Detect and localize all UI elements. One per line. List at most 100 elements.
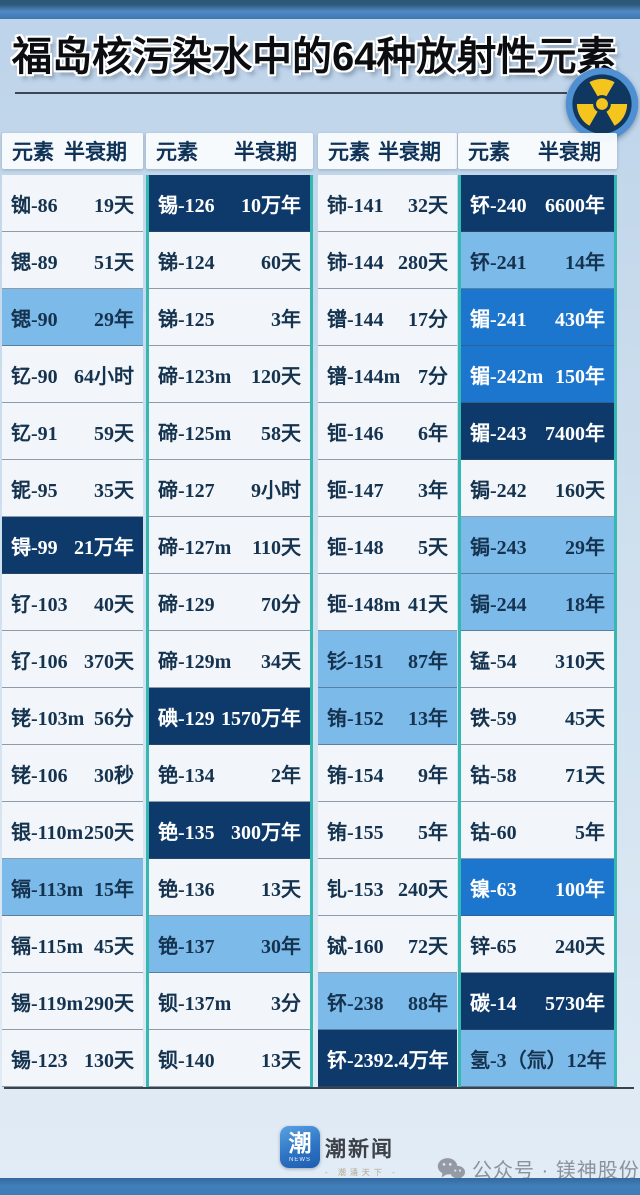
halflife-cell: 160天 <box>555 479 605 502</box>
halflife-cell: 6600年 <box>545 194 605 217</box>
halflife-cell: 64小时 <box>74 365 134 388</box>
brand-slogan: - 潮涌天下 - <box>325 1168 399 1177</box>
table-row: 碲-127 9小时 <box>149 460 310 517</box>
element-cell: 钴-60 <box>470 821 517 844</box>
table-row: 铯-134 2年 <box>149 745 310 802</box>
element-cell: 钐-151 <box>327 650 384 673</box>
table-row: 钷-148 5天 <box>318 517 457 574</box>
table-row: 钡-137m 3分 <box>149 973 310 1030</box>
halflife-cell: 130天 <box>84 1049 134 1072</box>
halflife-cell: 300万年 <box>231 821 301 844</box>
table-row: 钚-240 6600年 <box>461 175 614 232</box>
halflife-cell: 60天 <box>261 251 301 274</box>
table-row: 铕-152 13年 <box>318 688 457 745</box>
table-row: 锌-65 240天 <box>461 916 614 973</box>
halflife-cell: 110天 <box>252 536 301 559</box>
table-row: 钚-239 2.4万年 <box>318 1030 457 1087</box>
table-row: 铯-135 300万年 <box>149 802 310 859</box>
halflife-cell: 280天 <box>398 251 448 274</box>
table-row: 碳-14 5730年 <box>461 973 614 1030</box>
table-row: 钡-140 13天 <box>149 1030 310 1087</box>
element-cell: 钷-148m <box>327 593 401 616</box>
table-row: 钷-148m 41天 <box>318 574 457 631</box>
wechat-icon <box>437 1157 465 1180</box>
table-bottom-line <box>4 1087 634 1089</box>
table-row: 铕-155 5年 <box>318 802 457 859</box>
table-row: 锡-119m 290天 <box>2 973 143 1030</box>
halflife-cell: 3分 <box>271 992 301 1015</box>
table-row: 锔-243 29年 <box>461 517 614 574</box>
table-row: 铈-141 32天 <box>318 175 457 232</box>
table-row: 铕-154 9年 <box>318 745 457 802</box>
logo-subtext: NEWS <box>289 1156 311 1163</box>
halflife-cell: 30年 <box>261 935 301 958</box>
table-row: 锔-242 160天 <box>461 460 614 517</box>
element-cell: 锡-119m <box>11 992 84 1015</box>
element-cell: 钷-148 <box>327 536 384 559</box>
element-cell: 锔-243 <box>470 536 527 559</box>
table-row: 镉-115m 45天 <box>2 916 143 973</box>
table-row: 锝-99 21万年 <box>2 517 143 574</box>
halflife-cell: 88年 <box>408 992 448 1015</box>
table-row: 锶-90 29年 <box>2 289 143 346</box>
element-cell: 铯-136 <box>158 878 215 901</box>
element-cell: 锡-123 <box>11 1049 68 1072</box>
halflife-cell: 10万年 <box>241 194 301 217</box>
logo-character: 潮 <box>288 1130 312 1156</box>
halflife-cell: 41天 <box>408 593 448 616</box>
halflife-cell: 13天 <box>261 878 301 901</box>
element-cell: 铌-95 <box>11 479 58 502</box>
table-column-group: 钚-240 6600年 钚-241 14年 镅-241 430年 镅-242m … <box>458 175 617 1087</box>
header-element-label: 元素 <box>156 141 198 164</box>
table-row: 铌-95 35天 <box>2 460 143 517</box>
table-row: 锑-125 3年 <box>149 289 310 346</box>
element-cell: 镉-115m <box>11 935 84 958</box>
table-row: 镅-242m 150年 <box>461 346 614 403</box>
halflife-cell: 310天 <box>555 650 605 673</box>
element-cell: 锔-242 <box>470 479 527 502</box>
halflife-cell: 56分 <box>94 707 134 730</box>
table-row: 钴-60 5年 <box>461 802 614 859</box>
halflife-cell: 7分 <box>418 365 448 388</box>
element-cell: 铈-144 <box>327 251 384 274</box>
halflife-cell: 240天 <box>555 935 605 958</box>
table-row: 镅-241 430年 <box>461 289 614 346</box>
element-cell: 碲-129 <box>158 593 215 616</box>
element-cell: 镍-63 <box>470 878 517 901</box>
element-cell: 钷-147 <box>327 479 384 502</box>
halflife-cell: 21万年 <box>74 536 134 559</box>
table-row: 碲-129m 34天 <box>149 631 310 688</box>
column-header-group-4: 元素 半衰期 <box>458 133 617 169</box>
element-cell: 碲-127 <box>158 479 215 502</box>
halflife-cell: 430年 <box>555 308 605 331</box>
news-app-logo: 潮 NEWS <box>280 1126 320 1168</box>
halflife-cell: 150年 <box>555 365 605 388</box>
element-cell: 钆-153 <box>327 878 384 901</box>
halflife-cell: 71天 <box>565 764 605 787</box>
element-cell: 铈-141 <box>327 194 384 217</box>
element-cell: 镨-144 <box>327 308 384 331</box>
table-row: 锰-54 310天 <box>461 631 614 688</box>
halflife-cell: 1570万年 <box>221 707 301 730</box>
table-row: 锔-244 18年 <box>461 574 614 631</box>
halflife-cell: 3年 <box>418 479 448 502</box>
halflife-cell: 9小时 <box>251 479 301 502</box>
table-column-group: 铷-86 19天 锶-89 51天 锶-90 29年 钇-90 64小时 钇-9… <box>2 175 143 1087</box>
table-row: 碲-127m 110天 <box>149 517 310 574</box>
element-cell: 锡-126 <box>158 194 215 217</box>
element-cell: 钇-90 <box>11 365 58 388</box>
element-cell: 镨-144m <box>327 365 401 388</box>
element-cell: 铯-137 <box>158 935 215 958</box>
halflife-cell: 45天 <box>565 707 605 730</box>
halflife-cell: 70分 <box>261 593 301 616</box>
halflife-cell: 5730年 <box>545 992 605 1015</box>
table-row: 镍-63 100年 <box>461 859 614 916</box>
header-halflife-label: 半衰期 <box>234 141 297 164</box>
element-cell: 铁-59 <box>470 707 517 730</box>
element-cell: 铑-106 <box>11 764 68 787</box>
header-halflife-label: 半衰期 <box>538 141 601 164</box>
page-title: 福岛核污染水中的64种放射性元素 <box>12 35 617 79</box>
table-row: 镅-243 7400年 <box>461 403 614 460</box>
table-row: 钌-106 370天 <box>2 631 143 688</box>
table-row: 铯-136 13天 <box>149 859 310 916</box>
